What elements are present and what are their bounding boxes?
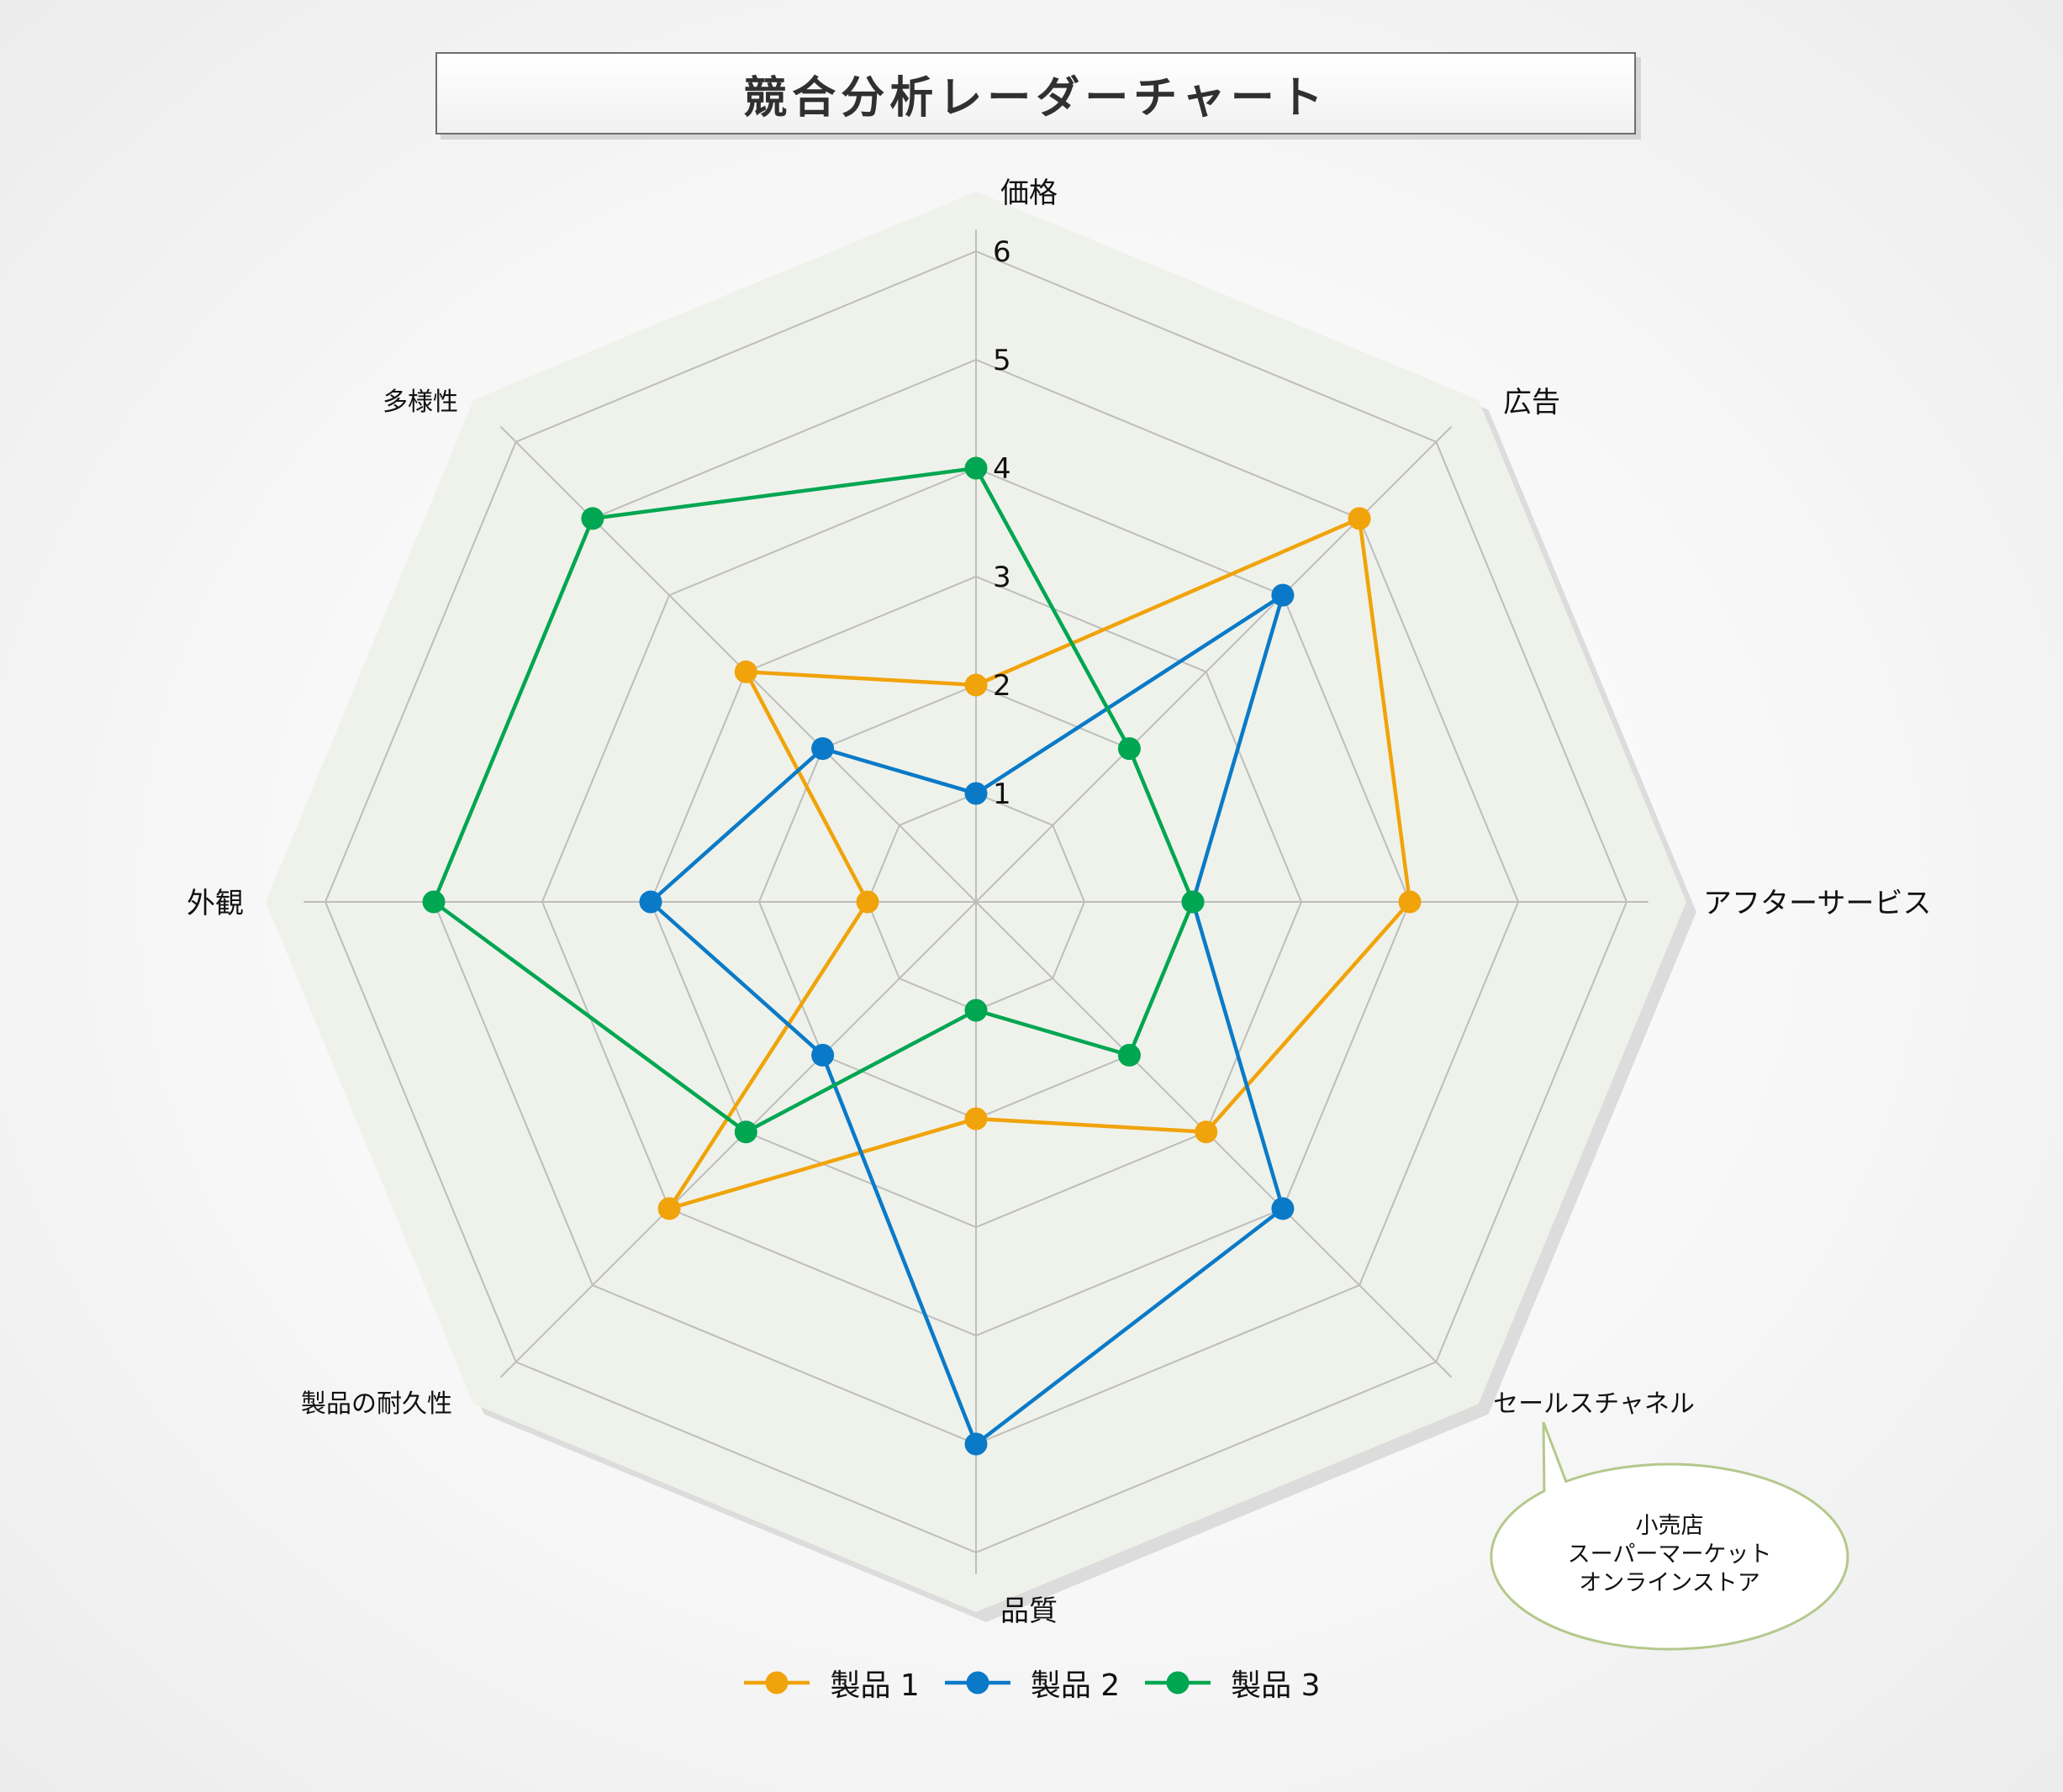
axis-label-1: 広告 (1503, 386, 1560, 419)
series-2-point-5 (811, 1043, 835, 1067)
series-3-point-4 (964, 999, 988, 1022)
legend-marker-3 (1145, 1671, 1211, 1694)
radial-tick-label-6: 6 (993, 235, 1011, 269)
legend-label-3: 製品 3 (1231, 1668, 1321, 1703)
legend-label-2: 製品 2 (1030, 1668, 1121, 1703)
radial-tick-label-3: 3 (993, 561, 1011, 594)
legend-marker-2 (944, 1671, 1010, 1694)
axis-spoke-1 (975, 425, 1453, 903)
series-1-point-3 (1195, 1120, 1218, 1144)
series-2-point-4 (964, 1432, 988, 1456)
series-2-point-3 (1271, 1197, 1295, 1220)
series-2-point-7 (811, 737, 835, 761)
series-3-point-6 (422, 890, 446, 914)
radial-tick-label-1: 1 (993, 777, 1011, 811)
series-1-point-1 (1348, 507, 1371, 530)
legend-marker-1 (744, 1671, 810, 1694)
series-3-point-5 (734, 1120, 757, 1144)
callout-bubble (1490, 1421, 1849, 1651)
series-3-point-0 (964, 456, 988, 480)
series-1-point-6 (856, 890, 879, 914)
axis-label-7: 多様性 (383, 387, 458, 417)
chart-title: 競合分析レーダーチャート (743, 72, 1328, 124)
radial-tick-label-4: 4 (993, 452, 1011, 486)
series-1-point-0 (964, 673, 988, 697)
legend-marker-dot-1 (765, 1671, 789, 1694)
callout-line-2: スーパーマーケット (1568, 1542, 1772, 1568)
callout-line-3: オンラインストア (1579, 1570, 1760, 1596)
series-1-point-4 (964, 1107, 988, 1131)
series-3-point-1 (1117, 737, 1141, 761)
legend-item-3: 製品 3 (1143, 1661, 1321, 1705)
axis-label-2: アフターサービス (1703, 887, 1931, 920)
series-2-point-6 (639, 890, 662, 914)
radial-tick-label-2: 2 (993, 669, 1011, 703)
chart-legend: 製品 1 製品 2 製品 3 (0, 1658, 2063, 1708)
axis-label-0: 価格 (1000, 177, 1058, 210)
callout-line-1: 小売店 (1636, 1513, 1704, 1539)
legend-marker-dot-2 (966, 1671, 989, 1694)
axis-label-3: セールスチャネル (1493, 1389, 1695, 1419)
series-1-point-7 (734, 660, 757, 683)
series-3-point-3 (1117, 1043, 1141, 1067)
series-1 (657, 507, 1422, 1220)
axis-label-4: 品質 (1000, 1594, 1058, 1628)
legend-item-1: 製品 1 (742, 1661, 920, 1705)
axis-label-5: 製品の耐久性 (301, 1389, 452, 1419)
series-1-point-5 (657, 1197, 681, 1220)
series-1-point-2 (1398, 890, 1422, 914)
legend-marker-dot-3 (1166, 1671, 1190, 1694)
series-2-point-1 (1271, 583, 1295, 607)
series-2-point-0 (964, 782, 988, 805)
series-3 (422, 456, 1205, 1144)
radial-tick-label-5: 5 (993, 344, 1011, 377)
legend-item-2: 製品 2 (943, 1661, 1120, 1705)
chart-title-box: 競合分析レーダーチャート (435, 52, 1636, 134)
series-3-point-7 (581, 507, 604, 530)
axis-label-6: 外観 (187, 887, 244, 920)
series-3-point-2 (1181, 890, 1205, 914)
legend-label-1: 製品 1 (830, 1668, 920, 1703)
